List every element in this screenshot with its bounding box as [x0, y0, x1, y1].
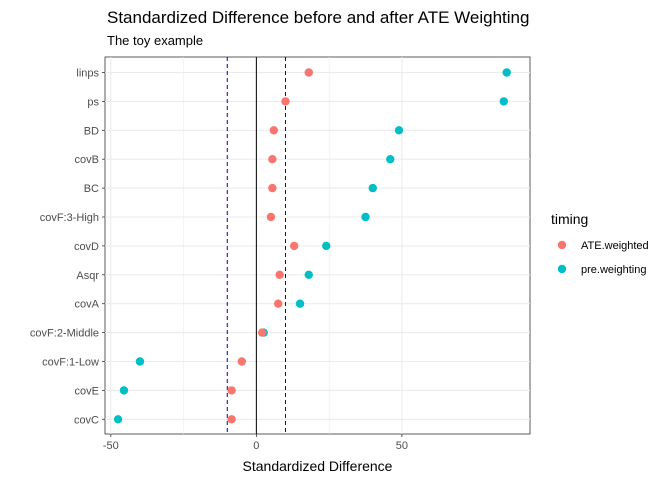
y-tick-label: BD: [84, 125, 99, 137]
point-ATE.weighted-covB: [268, 155, 277, 164]
y-tick-label: covF:1-Low: [42, 357, 99, 369]
point-pre.weighting-covD: [322, 241, 331, 251]
legend-key-ATE.weighted: [557, 240, 567, 250]
data-points: [113, 68, 511, 424]
legend: timing ATE.weighted pre.weighting: [551, 211, 649, 276]
point-pre.weighting-Asqr: [304, 270, 313, 279]
point-pre.weighting-covF:3-High: [361, 212, 370, 222]
y-tick-label: covA: [75, 299, 100, 311]
point-ATE.weighted-linps: [304, 68, 313, 77]
x-tick-label: 0: [253, 440, 259, 452]
point-ATE.weighted-covC: [227, 415, 236, 424]
point-pre.weighting-BC: [368, 183, 378, 193]
point-ATE.weighted-covF:1-Low: [237, 357, 247, 366]
point-pre.weighting-linps: [502, 68, 511, 77]
y-tick-label: covF:2-Middle: [30, 328, 99, 340]
y-tick-label: covD: [74, 241, 99, 253]
legend-label-pre.weighting: pre.weighting: [581, 264, 646, 276]
point-pre.weighting-covE: [119, 386, 129, 395]
grid-lines: [105, 57, 530, 434]
point-ATE.weighted-Asqr: [275, 270, 284, 279]
x-axis: -50 0 50: [103, 434, 408, 452]
x-tick-label: -50: [103, 440, 119, 452]
chart-title: Standardized Difference before and after…: [107, 8, 529, 27]
point-ATE.weighted-BC: [268, 183, 277, 193]
point-pre.weighting-covC: [113, 415, 123, 424]
point-ATE.weighted-ps: [281, 97, 290, 106]
point-ATE.weighted-covE: [227, 386, 236, 395]
chart-subtitle: The toy example: [107, 33, 203, 48]
y-tick-label: covC: [74, 414, 99, 426]
legend-key-pre.weighting: [557, 264, 567, 274]
point-pre.weighting-ps: [499, 97, 509, 106]
x-tick-label: 50: [396, 440, 408, 452]
reference-lines: [226, 57, 286, 434]
point-ATE.weighted-BD: [269, 126, 279, 135]
point-ATE.weighted-covF:3-High: [266, 212, 276, 222]
y-tick-label: Asqr: [76, 270, 99, 282]
legend-label-ATE.weighted: ATE.weighted: [581, 240, 649, 252]
point-pre.weighting-covA: [295, 299, 305, 308]
y-tick-label: covB: [75, 154, 99, 166]
point-ATE.weighted-covA: [274, 299, 283, 308]
point-pre.weighting-BD: [394, 126, 404, 135]
y-tick-label: linps: [76, 68, 99, 80]
point-pre.weighting-covF:1-Low: [135, 357, 145, 366]
point-pre.weighting-covB: [386, 155, 395, 164]
y-axis: linps ps BD covB BC covF:3-High covD Asqr covA co…: [30, 68, 105, 426]
y-tick-label: covF:3-High: [40, 212, 99, 224]
point-ATE.weighted-covD: [290, 241, 299, 251]
legend-title: timing: [551, 211, 588, 227]
x-axis-title: Standardized Difference: [243, 458, 393, 474]
y-tick-label: covE: [75, 385, 99, 397]
y-tick-label: BC: [84, 183, 99, 195]
y-tick-label: ps: [87, 96, 99, 108]
point-ATE.weighted-covF:2-Middle: [257, 328, 267, 337]
